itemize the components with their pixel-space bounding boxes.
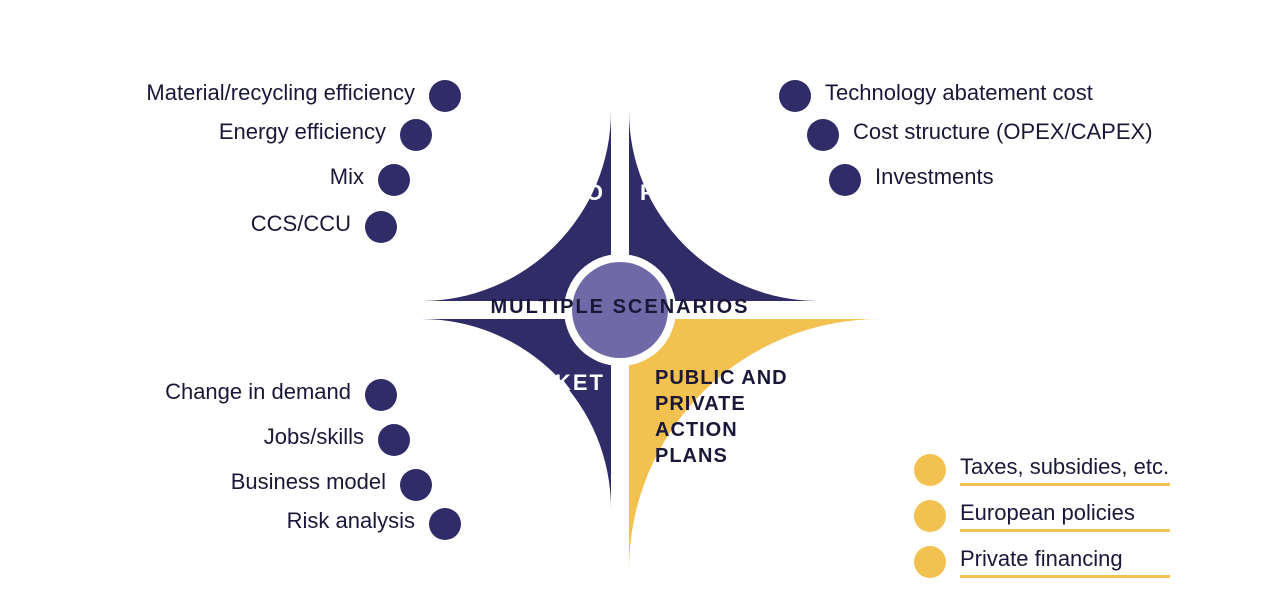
bullet-action-1 (914, 500, 946, 532)
item-label-action-2: Private financing (960, 546, 1170, 578)
item-label-techno-0: Material/recycling efficiency (146, 80, 415, 106)
item-techno-0: Material/recycling efficiency (0, 80, 415, 106)
item-label-action-0: Taxes, subsidies, etc. (960, 454, 1170, 486)
item-market-1: Jobs/skills (0, 424, 364, 450)
bullet-market-3 (429, 508, 461, 540)
item-finance-2: Investments (875, 164, 1253, 190)
item-label-finance-2: Investments (875, 164, 994, 190)
item-label-action-1: European policies (960, 500, 1170, 532)
scenario-diagram: TECHNO FINANCE MARKET PUBLIC AND PRIVATE AC… (0, 0, 1263, 616)
action-plans-text: PUBLIC AND PRIVATE ACTION PLANS (655, 365, 795, 469)
bullet-finance-2 (829, 164, 861, 196)
item-market-2: Business model (0, 469, 386, 495)
item-label-market-2: Business model (231, 469, 386, 495)
bullet-techno-3 (365, 211, 397, 243)
item-label-techno-3: CCS/CCU (251, 211, 351, 237)
item-label-techno-1: Energy efficiency (219, 119, 386, 145)
item-finance-1: Cost structure (OPEX/CAPEX) (853, 119, 1253, 145)
bullet-techno-2 (378, 164, 410, 196)
item-action-0: Taxes, subsidies, etc. (960, 454, 1253, 486)
bullet-finance-1 (807, 119, 839, 151)
bullet-market-2 (400, 469, 432, 501)
item-label-market-3: Risk analysis (287, 508, 415, 534)
center-label: MULTIPLE SCENARIOS (475, 296, 765, 319)
item-finance-0: Technology abatement cost (825, 80, 1253, 106)
slice-label-action: PUBLIC AND PRIVATE ACTION PLANS (655, 365, 825, 469)
item-action-2: Private financing (960, 546, 1253, 578)
item-label-market-0: Change in demand (165, 379, 351, 405)
slice-label-finance: FINANCE (640, 180, 800, 206)
item-label-market-1: Jobs/skills (264, 424, 364, 450)
item-label-techno-2: Mix (330, 164, 364, 190)
item-techno-3: CCS/CCU (0, 211, 351, 237)
item-techno-2: Mix (0, 164, 364, 190)
bullet-finance-0 (779, 80, 811, 112)
bullet-techno-0 (429, 80, 461, 112)
item-label-finance-0: Technology abatement cost (825, 80, 1093, 106)
slice-label-market: MARKET (465, 370, 605, 396)
item-market-3: Risk analysis (0, 508, 415, 534)
slice-label-techno: TECHNO (465, 180, 605, 206)
bullet-action-2 (914, 546, 946, 578)
bullet-market-0 (365, 379, 397, 411)
item-action-1: European policies (960, 500, 1253, 532)
item-techno-1: Energy efficiency (0, 119, 386, 145)
bullet-market-1 (378, 424, 410, 456)
bullet-action-0 (914, 454, 946, 486)
item-label-finance-1: Cost structure (OPEX/CAPEX) (853, 119, 1153, 145)
bullet-techno-1 (400, 119, 432, 151)
item-market-0: Change in demand (0, 379, 351, 405)
